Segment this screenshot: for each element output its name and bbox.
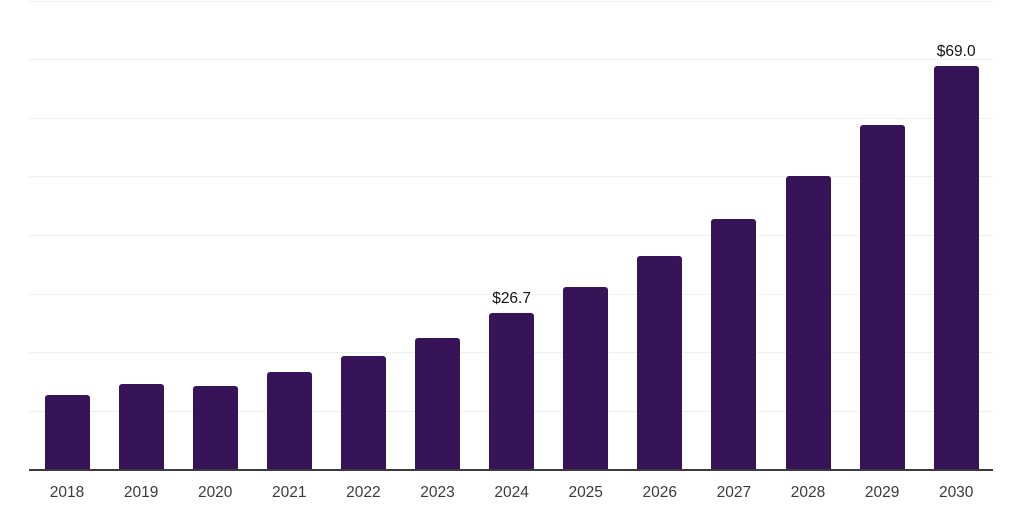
bar-2025: [563, 287, 609, 470]
x-axis-label-2027: 2027: [716, 484, 752, 501]
bar-2026: [637, 256, 683, 470]
x-axis-label-2028: 2028: [790, 484, 826, 501]
bar-2018: [44, 394, 90, 470]
x-axis-label-2025: 2025: [568, 484, 603, 501]
x-axis-label-2020: 2020: [197, 484, 233, 501]
gridline: [29, 235, 993, 236]
bar-2021: [266, 372, 312, 470]
bar-2027: [711, 219, 757, 470]
bar-value-label-2030: $69.0: [936, 42, 976, 60]
x-axis-label-2024: 2024: [494, 484, 529, 501]
x-axis-label-2023: 2023: [420, 484, 455, 501]
x-axis-label-2030: 2030: [938, 484, 974, 501]
gridline: [29, 176, 993, 178]
bar-2029: [859, 125, 905, 470]
gridline: [29, 59, 993, 61]
x-axis-label-2026: 2026: [642, 484, 678, 501]
x-axis-label-2019: 2019: [123, 484, 159, 501]
bar-2020: [192, 386, 238, 470]
x-axis-label-2021: 2021: [272, 484, 307, 501]
bar-2024: [489, 313, 535, 470]
x-axis-label-2029: 2029: [864, 484, 900, 501]
gridline: [29, 293, 993, 295]
bar-value-label-2024: $26.7: [492, 290, 531, 308]
x-axis-line: [29, 469, 993, 471]
gridline: [29, 117, 993, 119]
bar-2022: [340, 356, 386, 470]
bar-2030: [933, 65, 979, 470]
x-axis-label-2022: 2022: [346, 484, 381, 501]
bar-2023: [415, 337, 460, 470]
gridline: [29, 0, 993, 2]
bar-2028: [785, 176, 831, 470]
bar-2019: [118, 384, 164, 470]
x-axis-label-2018: 2018: [49, 484, 85, 501]
plot-area: $26.7 $69.0: [29, 0, 993, 471]
